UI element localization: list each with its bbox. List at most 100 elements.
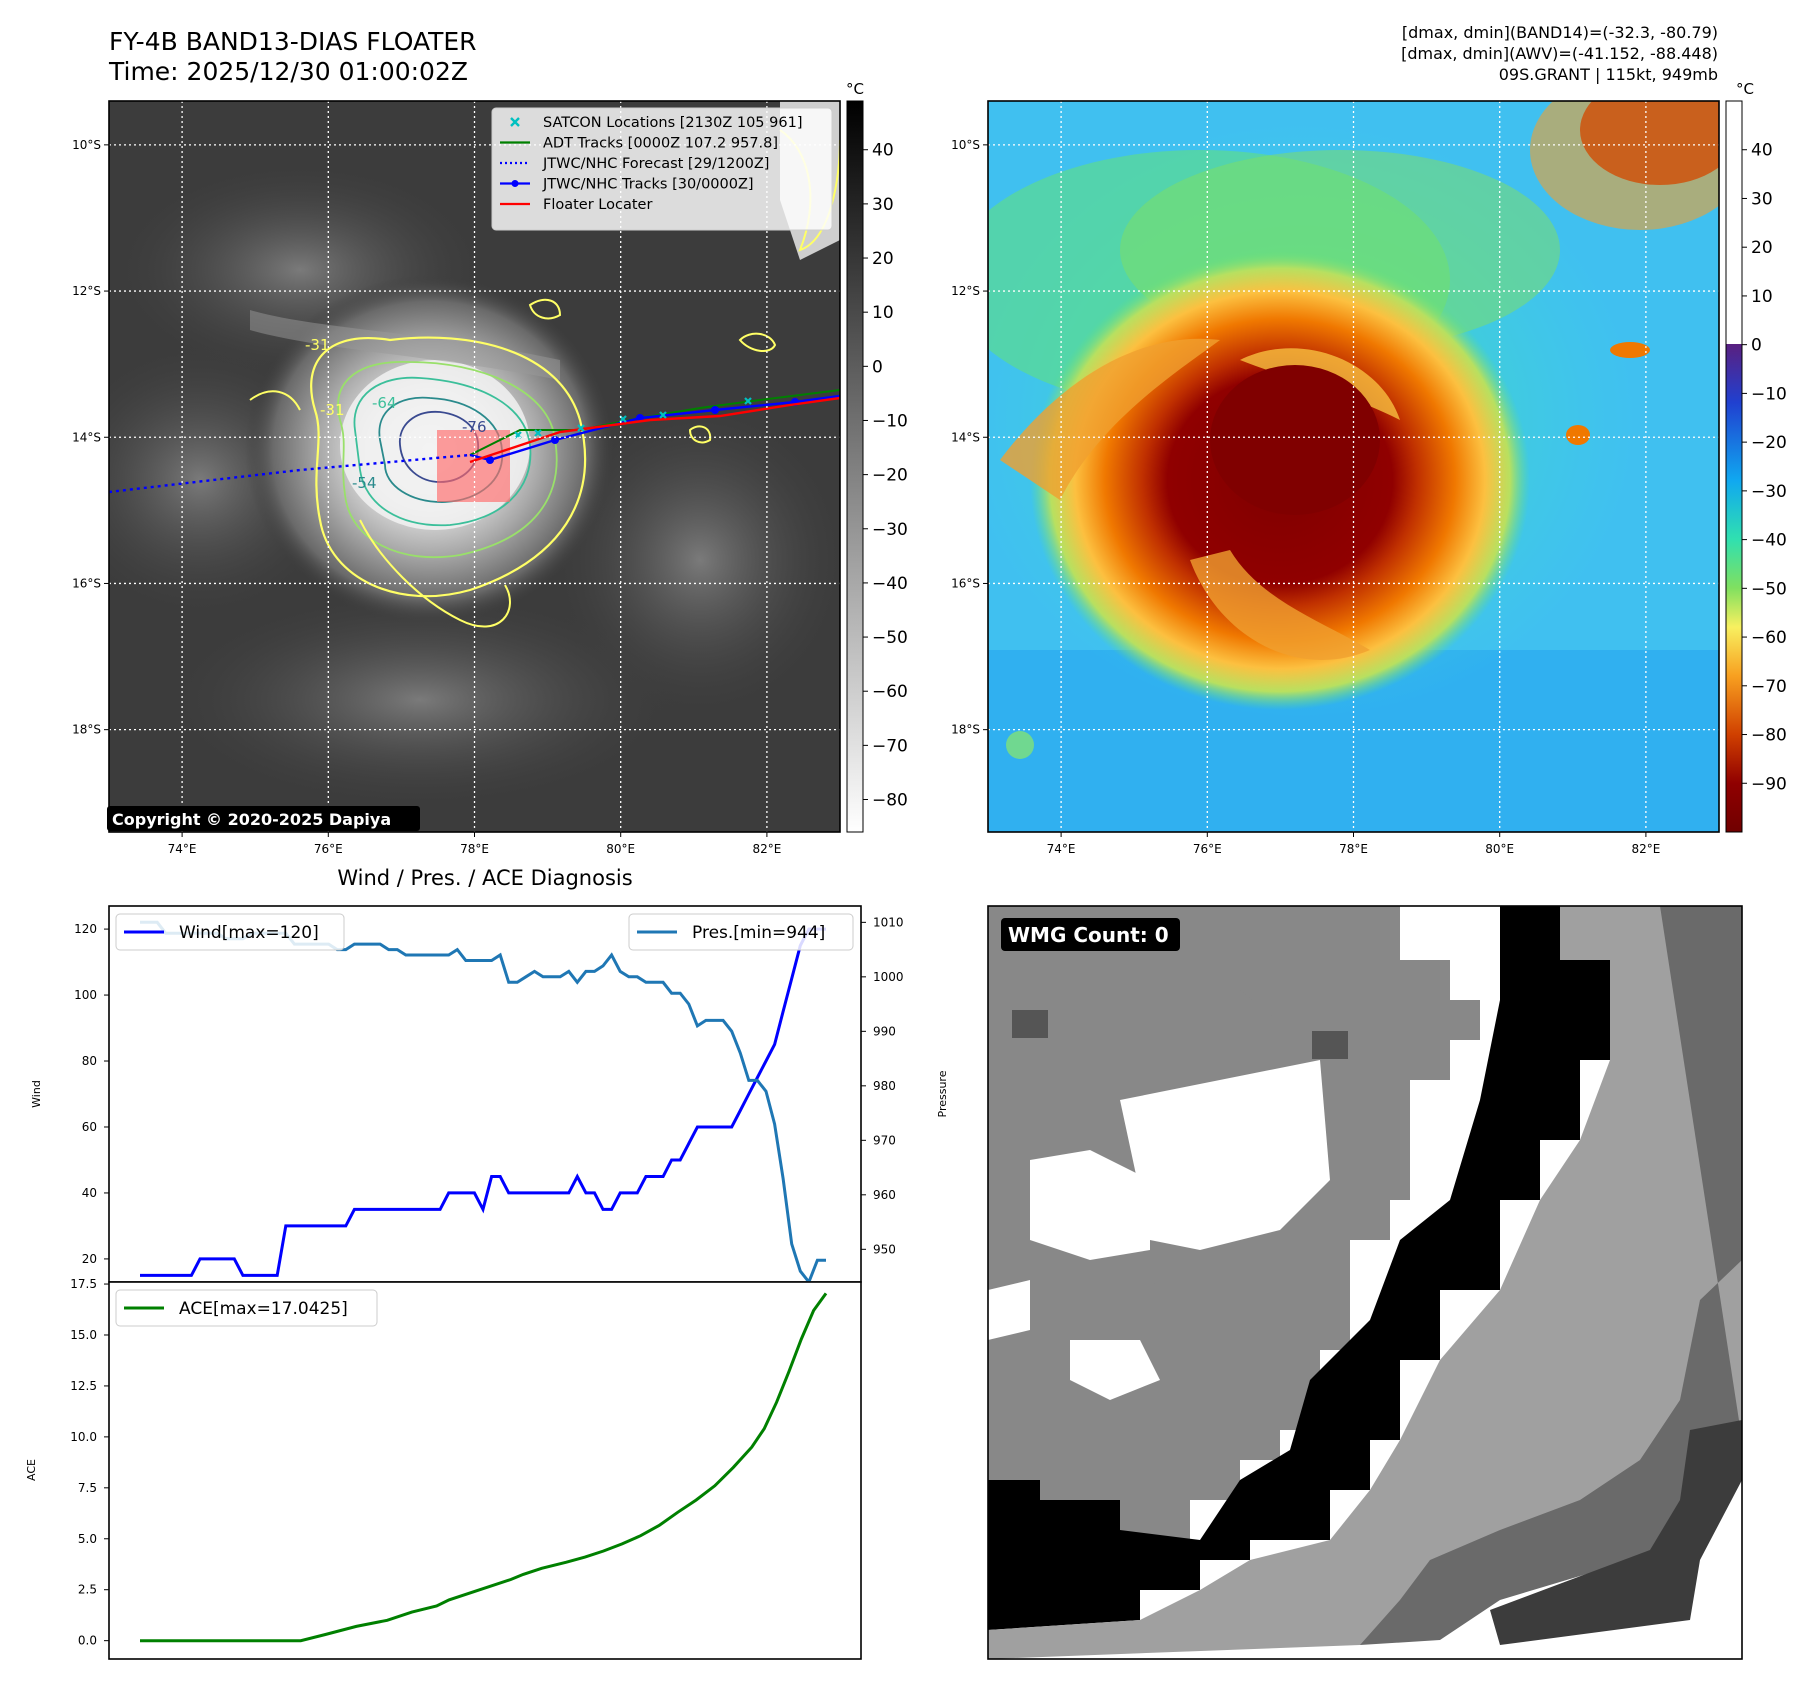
ir-cb-tick: −20 <box>872 466 908 486</box>
ir-lat-label: 14°S <box>72 430 101 444</box>
wind-tick-label: 60 <box>82 1120 97 1134</box>
pressure-tick-label: 980 <box>873 1079 896 1093</box>
ir-lon-label: 74°E <box>168 842 197 856</box>
ir-lat-label: 16°S <box>72 576 101 590</box>
awv-colorbar-unit: °C <box>1736 80 1754 98</box>
diagnosis-title: Wind / Pres. / ACE Diagnosis <box>337 866 632 890</box>
legend-label: ADT Tracks [0000Z 107.2 957.8] <box>543 136 778 152</box>
awv-lat-label: 10°S <box>951 138 980 152</box>
pressure-tick-label: 960 <box>873 1188 896 1202</box>
pressure-tick-label: 990 <box>873 1024 896 1038</box>
pressure-tick-label: 1000 <box>873 970 904 984</box>
awv-colorbar <box>1725 100 1743 833</box>
awv-lon-label: 80°E <box>1485 842 1514 856</box>
ace-tick-label: 10.0 <box>70 1430 97 1444</box>
pressure-tick-label: 950 <box>873 1242 896 1256</box>
ir-lat-label: 18°S <box>72 723 101 737</box>
wind-tick-label: 20 <box>82 1252 97 1266</box>
wind-series-line <box>140 927 826 1277</box>
wmg-imagery <box>988 906 1742 1659</box>
copyright-badge <box>107 806 420 831</box>
awv-cb-tick: −50 <box>1751 579 1787 599</box>
awv-lat-label: 18°S <box>951 723 980 737</box>
pressure-ylabel: Pressure <box>936 1070 949 1117</box>
wind-legend <box>115 913 345 951</box>
pressure-tick-label: 970 <box>873 1133 896 1147</box>
legend-label: JTWC/NHC Forecast [29/1200Z] <box>542 156 769 172</box>
awv-cb-tick: −80 <box>1751 726 1787 746</box>
ir-cb-tick: 30 <box>872 195 894 215</box>
ir-axis-ticks: 74°E 76°E 78°E 80°E 82°E 10°S 12°S 14°S 16°S 18°S <box>72 138 781 856</box>
contour-label: -31 <box>305 336 330 354</box>
awv-lon-label: 76°E <box>1193 842 1222 856</box>
awv-cb-tick: −70 <box>1751 677 1787 697</box>
ace-legend <box>115 1289 378 1327</box>
ir-lon-label: 78°E <box>460 842 489 856</box>
ir-cb-tick: 10 <box>872 303 894 323</box>
copyright-text: Copyright © 2020-2025 Dapiya <box>112 810 391 829</box>
ace-tick-label: 15.0 <box>70 1328 97 1342</box>
ir-cb-tick: −10 <box>872 411 908 431</box>
awv-cb-tick: 0 <box>1751 336 1762 356</box>
awv-lat-label: 12°S <box>951 284 980 298</box>
ir-cb-tick: −50 <box>872 628 908 648</box>
ir-lon-label: 82°E <box>752 842 781 856</box>
awv-lat-label: 16°S <box>951 576 980 590</box>
awv-imagery <box>988 101 1719 832</box>
wind-tick-label: 80 <box>82 1054 97 1068</box>
awv-lon-label: 74°E <box>1047 842 1076 856</box>
pressure-legend <box>628 913 854 951</box>
awv-cb-tick: −10 <box>1751 384 1787 404</box>
awv-lon-label: 78°E <box>1339 842 1368 856</box>
awv-cb-tick: 40 <box>1751 141 1773 161</box>
contour-label: -64 <box>372 394 397 412</box>
legend-label: JTWC/NHC Tracks [30/0000Z] <box>542 177 754 193</box>
pressure-legend-label: Pres.[min=944] <box>692 923 825 943</box>
wind-tick-label: 40 <box>82 1186 97 1200</box>
wmg-badge <box>1001 918 1180 951</box>
legend-label: Floater Locater <box>543 197 652 213</box>
legend-marker-dot <box>511 180 519 187</box>
contour-label: -76 <box>462 418 487 436</box>
legend-label: SATCON Locations [2130Z 105 961] <box>543 115 802 131</box>
wmg-count-text: WMG Count: 0 <box>1008 923 1169 947</box>
wind-tick-label: 100 <box>74 988 97 1002</box>
ir-cb-tick: 40 <box>872 141 894 161</box>
awv-cb-tick: −40 <box>1751 531 1787 551</box>
awv-cb-tick: 20 <box>1751 238 1773 258</box>
ace-tick-label: 12.5 <box>70 1379 97 1393</box>
pressure-tick-label: 1010 <box>873 915 904 929</box>
awv-cb-tick: −20 <box>1751 433 1787 453</box>
awv-cb-tick: 10 <box>1751 287 1773 307</box>
ir-colorbar <box>846 100 864 833</box>
ir-colorbar-ticks: 40 30 20 10 0 −10 −20 −30 −40 −50 −60 −70 −80 <box>863 141 908 811</box>
contour-label: -54 <box>352 474 377 492</box>
awv-axis-ticks: 74°E 76°E 78°E 80°E 82°E 10°S 12°S 14°S 16°S 18°S <box>951 138 1660 856</box>
ir-legend: SATCON Locations [2130Z 105 961] ADT Trac… <box>491 107 833 231</box>
wind-legend-label: Wind[max=120] <box>179 923 319 943</box>
ir-cb-tick: 20 <box>872 249 894 269</box>
wind-ylabel: Wind <box>30 1080 43 1108</box>
ace-legend-label: ACE[max=17.0425] <box>179 1299 348 1319</box>
ace-ylabel: ACE <box>25 1459 38 1481</box>
info-line-storm: 09S.GRANT | 115kt, 949mb <box>1499 65 1718 84</box>
legend-marker-satcon <box>510 117 520 127</box>
wmg-panel: WMG Count: 0 <box>987 905 1743 1660</box>
ace-tick-label: 0.0 <box>78 1634 97 1648</box>
ace-tick-label: 5.0 <box>78 1532 97 1546</box>
ir-lon-label: 76°E <box>314 842 343 856</box>
ir-cb-tick: −60 <box>872 682 908 702</box>
figure-title: FY-4B BAND13-DIAS FLOATER <box>109 27 477 56</box>
ir-lat-label: 10°S <box>72 138 101 152</box>
awv-panel: 74°E 76°E 78°E 80°E 82°E 10°S 12°S 14°S 16°S 18°S… <box>951 80 1787 856</box>
ace-tick-label: 17.5 <box>70 1277 97 1291</box>
ir-colorbar-unit: °C <box>846 80 864 98</box>
ir-panel: -31 -31 -64 -76 -54 SATCON Locations [21… <box>72 80 908 856</box>
wind-tick-label: 120 <box>74 922 97 936</box>
ir-cb-tick: −80 <box>872 791 908 811</box>
ace-series-line <box>140 1292 828 1643</box>
awv-cb-tick: −30 <box>1751 482 1787 502</box>
awv-colorbar-ticks: 40 30 20 10 0 −10 −20 −30 −40 −50 −60 −70 −80 −90 <box>1742 141 1787 794</box>
ir-lon-label: 80°E <box>606 842 635 856</box>
